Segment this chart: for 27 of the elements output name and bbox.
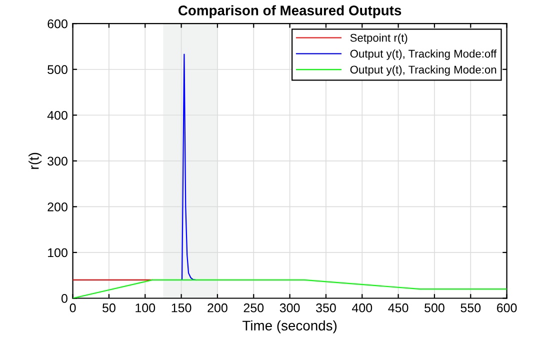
line-series	[180, 54, 196, 280]
x-tick-label: 200	[208, 303, 228, 312]
x-tick-label: 250	[244, 303, 264, 312]
y-tick-label: 200	[48, 202, 68, 212]
x-tick-label: 50	[102, 303, 116, 312]
x-tick-label: 350	[316, 303, 336, 312]
legend-label: Output y(t), Tracking Mode:on	[350, 65, 496, 76]
y-axis-title: r(t)	[28, 152, 42, 169]
y-tick-label: 300	[48, 156, 68, 166]
x-tick-label: 550	[460, 303, 481, 312]
x-tick-label: 100	[136, 303, 156, 312]
x-axis-title: Time (seconds)	[242, 320, 337, 334]
legend-label: Output y(t), Tracking Mode:off	[350, 50, 497, 60]
y-tick-label: 500	[48, 65, 68, 74]
x-tick-label: 600	[497, 303, 517, 312]
y-tick-label: 400	[47, 110, 68, 120]
x-tick-label: 400	[352, 303, 372, 312]
y-tick-label: 600	[48, 19, 68, 28]
x-tick-label: 0	[70, 303, 76, 312]
y-tick-label: 0	[61, 294, 68, 303]
x-tick-label: 150	[172, 303, 192, 312]
x-tick-label: 450	[388, 303, 408, 312]
chart-title: Comparison of Measured Outputs	[178, 5, 402, 18]
x-tick-label: 500	[424, 303, 444, 312]
y-tick-label: 100	[48, 248, 68, 258]
x-tick-label: 300	[280, 303, 300, 312]
legend-label: Setpoint r(t)	[350, 34, 408, 44]
